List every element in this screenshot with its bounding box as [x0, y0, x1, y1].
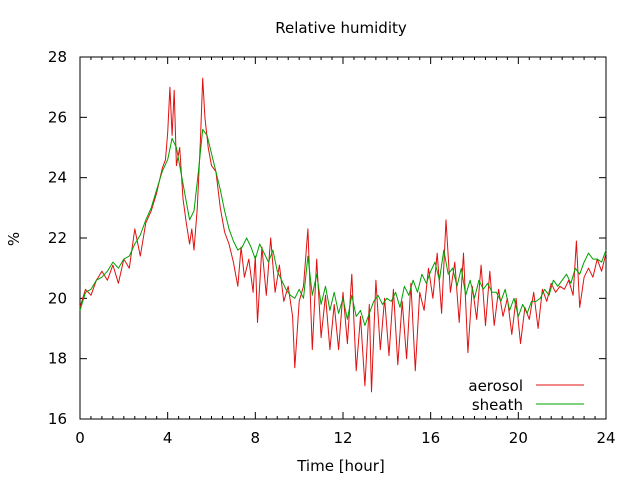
plot-area: 0 4 8 12 16 20 24 16 18 20 22 24 26 28: [48, 48, 616, 447]
legend-label-sheath: sheath: [472, 396, 523, 414]
x-tick-label: 20: [509, 429, 528, 447]
y-tick-label: 18: [48, 350, 67, 368]
y-tick-label: 16: [48, 410, 67, 428]
y-axis-label: %: [5, 232, 23, 246]
series-lines: [79, 77, 607, 393]
y-tick-label: 24: [48, 169, 67, 187]
x-tick-label: 24: [596, 429, 615, 447]
y-tick-label: 20: [48, 289, 67, 307]
x-axis-label: Time [hour]: [296, 457, 385, 475]
chart-title: Relative humidity: [275, 19, 407, 37]
x-tick-label: 8: [251, 429, 261, 447]
legend: aerosol sheath: [468, 377, 584, 414]
x-tick-label: 4: [163, 429, 173, 447]
x-tick-label: 16: [421, 429, 440, 447]
series-line-sheath: [79, 128, 607, 326]
y-tick-label: 26: [48, 108, 67, 126]
y-tick-label: 28: [48, 48, 67, 66]
series-line-aerosol: [79, 77, 607, 393]
x-tick-label: 0: [75, 429, 85, 447]
plot-frame: [79, 56, 607, 420]
x-tick-label: 12: [333, 429, 352, 447]
legend-label-aerosol: aerosol: [468, 377, 523, 395]
y-tick-label: 22: [48, 229, 67, 247]
axis-ticks: 0 4 8 12 16 20 24 16 18 20 22 24 26 28: [48, 48, 616, 447]
